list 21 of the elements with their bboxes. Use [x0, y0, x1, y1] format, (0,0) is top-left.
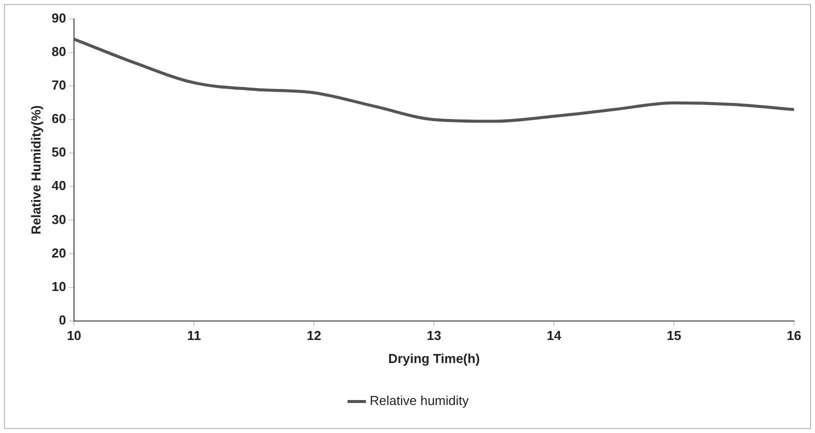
x-tick-label: 14 — [546, 328, 562, 344]
y-tick-label: 80 — [52, 44, 66, 60]
y-tick-label: 10 — [52, 278, 66, 294]
x-tick-label: 16 — [786, 328, 802, 344]
y-tick-label: 50 — [52, 144, 66, 160]
legend-label: Relative humidity — [370, 393, 470, 408]
y-tick-label: 30 — [52, 212, 66, 227]
line-series — [74, 38, 794, 123]
y-tick-label: 0 — [58, 312, 66, 328]
y-tick-label: 20 — [52, 245, 66, 260]
x-tick-label: 12 — [306, 328, 322, 344]
y-tick-label: 70 — [52, 78, 66, 93]
x-tick-label: 10 — [66, 328, 82, 344]
y-tick-label: 60 — [52, 111, 66, 126]
x-axis-title: Drying Time(h) — [388, 350, 480, 366]
x-tick-label: 13 — [426, 328, 442, 344]
y-tick-label: 90 — [52, 10, 66, 26]
y-tick-label: 40 — [52, 178, 66, 194]
x-tick-label: 15 — [666, 328, 682, 344]
x-tick-label: 11 — [187, 328, 201, 344]
y-axis-title: Relative Humidity(%) — [28, 105, 44, 235]
